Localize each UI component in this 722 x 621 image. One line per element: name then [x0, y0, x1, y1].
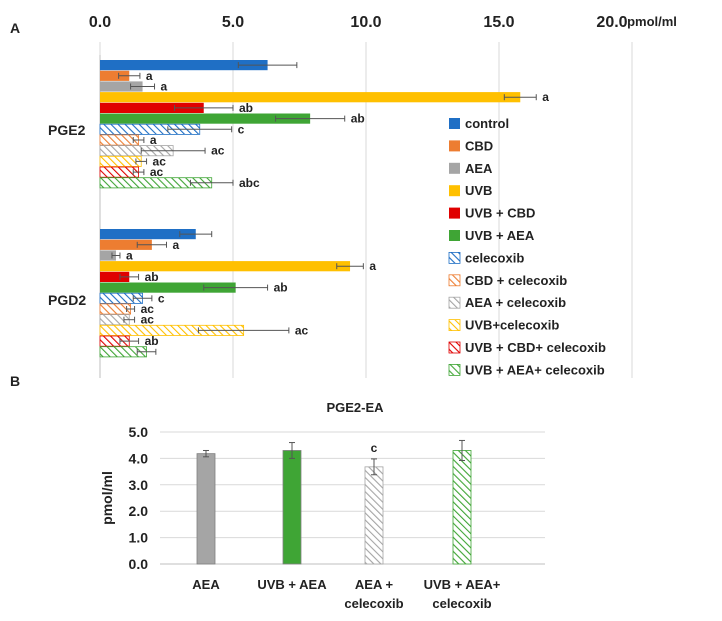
bar: [100, 250, 116, 261]
legend-label: UVB+celecoxib: [465, 318, 559, 333]
chart-title: PGE2-EA: [326, 400, 384, 415]
legend-label: UVB + AEA+ celecoxib: [465, 362, 605, 377]
significance-label: a: [369, 259, 376, 273]
legend-swatch: [448, 319, 461, 332]
legend-swatch: [449, 162, 460, 174]
legend-label: control: [465, 116, 509, 131]
legend-label: UVB + CBD+ celecoxib: [465, 340, 606, 355]
legend-label: UVB: [465, 183, 492, 198]
bar: [364, 466, 384, 565]
panel-a-chart: 0.0 5.0 10.0 15.0 20.0 pmol/mlPGE2aaaababcaac…: [48, 14, 677, 378]
significance-label: ab: [239, 101, 253, 115]
category-label: PGD2: [48, 292, 86, 308]
x-tick-label: 10.0: [350, 14, 381, 31]
y-tick-label: 1.0: [129, 530, 149, 546]
legend-label: CBD + celecoxib: [465, 273, 567, 288]
significance-label: c: [238, 122, 245, 136]
legend-label: AEA + celecoxib: [465, 295, 566, 310]
bar: [100, 229, 196, 240]
legend-swatch: [449, 230, 460, 241]
bar: [100, 271, 130, 282]
x-tick-label: celecoxib: [344, 596, 403, 611]
bar: [100, 261, 351, 272]
significance-label: a: [173, 238, 180, 252]
significance-label: c: [371, 441, 378, 455]
legend-swatch: [448, 251, 461, 264]
legend-label: UVB + AEA: [465, 228, 535, 243]
y-tick-label: 2.0: [129, 503, 149, 519]
legend-swatch: [449, 185, 460, 197]
significance-label: ac: [295, 323, 309, 337]
x-tick-label: UVB + AEA+: [424, 577, 501, 592]
x-tick-label: AEA +: [355, 577, 394, 592]
significance-label: ab: [145, 334, 159, 348]
significance-label: abc: [239, 176, 260, 190]
x-tick-label: 0.0: [89, 14, 111, 31]
significance-label: a: [126, 249, 133, 263]
y-tick-label: 3.0: [129, 477, 149, 493]
significance-label: ac: [141, 302, 155, 316]
legend-label: UVB + CBD: [465, 206, 535, 221]
y-tick-label: 5.0: [129, 424, 149, 440]
bar: [100, 102, 204, 113]
bar: [100, 282, 236, 293]
significance-label: ab: [274, 281, 288, 295]
significance-label: ac: [153, 154, 167, 168]
significance-label: a: [146, 69, 153, 83]
legend-swatch: [448, 274, 461, 287]
bar: [196, 453, 216, 565]
bar: [100, 92, 521, 103]
y-tick-label: 4.0: [129, 450, 149, 466]
legend-swatch: [448, 341, 461, 354]
panel-b-chart: PGE2-EA 0.0 1.0 2.0 3.0 4.0 5.0 pmol/ml AEA UVB +…: [99, 400, 545, 611]
bar: [100, 70, 130, 81]
bar: [100, 60, 268, 71]
x-tick-label: celecoxib: [432, 596, 491, 611]
significance-label: ab: [145, 270, 159, 284]
x-tick-label: 20.0: [596, 14, 627, 31]
significance-label: a: [542, 90, 549, 104]
significance-label: c: [158, 291, 165, 305]
significance-label: ab: [351, 112, 365, 126]
legend-swatch: [449, 118, 460, 129]
bar: [99, 303, 131, 315]
bar: [282, 450, 302, 565]
panel-b-label: B: [10, 373, 20, 389]
bar: [100, 113, 311, 124]
legend: control CBD AEA UVB UVB + CBD UVB + AEA celeco…: [448, 116, 606, 377]
significance-label: a: [161, 80, 168, 94]
legend-label: AEA: [465, 161, 493, 176]
x-tick-label: 15.0: [483, 14, 514, 31]
significance-label: ac: [141, 313, 155, 327]
x-tick-label: UVB + AEA: [257, 577, 327, 592]
bar: [452, 450, 472, 565]
bar: [99, 155, 142, 167]
unit-label: pmol/ml: [627, 14, 677, 29]
bar: [100, 81, 143, 92]
legend-swatch: [449, 207, 460, 219]
legend-swatch: [448, 296, 461, 309]
significance-label: a: [150, 133, 157, 147]
y-axis-label: pmol/ml: [99, 471, 115, 525]
y-tick-label: 0.0: [129, 556, 149, 572]
bar: [100, 239, 152, 250]
legend-label: CBD: [465, 138, 493, 153]
legend-swatch: [449, 140, 460, 152]
x-tick-label: 5.0: [222, 14, 244, 31]
significance-label: ac: [211, 144, 225, 158]
significance-label: ac: [150, 165, 164, 179]
x-tick-label: AEA: [192, 577, 220, 592]
legend-label: celecoxib: [465, 250, 524, 265]
panel-a-label: A: [10, 20, 20, 36]
category-label: PGE2: [48, 122, 86, 138]
legend-swatch: [448, 363, 461, 376]
